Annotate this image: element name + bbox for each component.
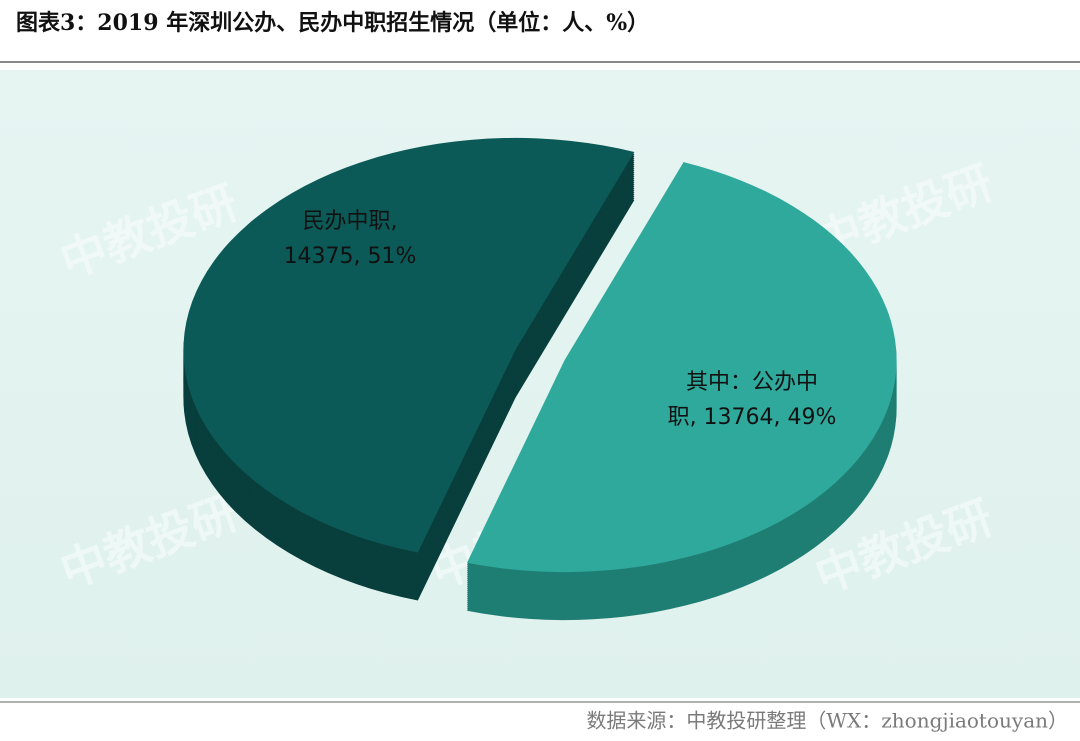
pie [183, 137, 897, 621]
slice [467, 162, 897, 573]
data-label: 其中：公办中 [686, 370, 818, 395]
data-label: 14375, 51% [284, 244, 417, 269]
chart-title: 图表3：2019 年深圳公办、民办中职招生情况（单位：人、%） [16, 10, 649, 36]
source-note: 数据来源：中教投研整理（WX：zhongjiaotouyan） [586, 709, 1068, 733]
data-label: 民办中职, [303, 209, 398, 234]
data-label: 职, 13764, 49% [668, 405, 837, 430]
slice [183, 137, 635, 553]
